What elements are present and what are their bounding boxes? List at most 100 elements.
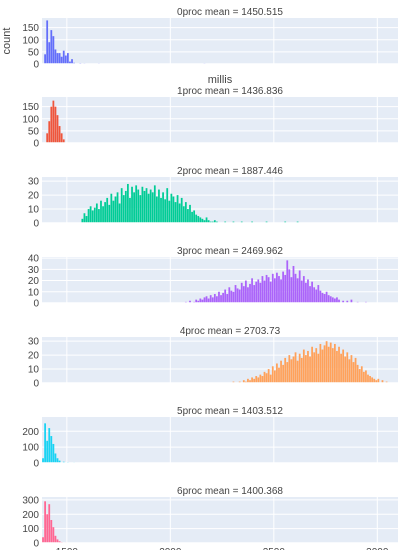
histogram-bar [56, 115, 59, 143]
histogram-bar [373, 378, 376, 383]
histogram-bar [292, 265, 295, 303]
y-tick-label: 150 [22, 102, 39, 113]
histogram-bar [71, 59, 73, 64]
subplot-title: 0proc mean = 1450.515 [177, 7, 283, 18]
histogram-bar [267, 369, 270, 383]
y-tick-label: 30 [28, 177, 40, 188]
histogram-bar [209, 295, 212, 303]
histogram-bar [251, 278, 253, 303]
histogram-bar [307, 279, 309, 303]
histogram-bar [232, 291, 235, 303]
histogram-bar [271, 273, 274, 303]
histogram-bar [180, 197, 183, 223]
histogram-bar [249, 283, 251, 303]
histogram-bar [284, 357, 287, 383]
histogram-bar [307, 350, 309, 383]
histogram-bar [263, 280, 266, 303]
histogram-bar [170, 193, 173, 223]
histogram-bar [336, 297, 338, 303]
y-tick-label: 150 [22, 23, 39, 34]
histogram-bar [367, 374, 369, 383]
histogram-bar [226, 294, 229, 303]
histogram-bar [342, 300, 345, 303]
y-tick-label: 20 [28, 351, 40, 362]
histogram-bar [321, 292, 324, 303]
histogram-bar [313, 352, 316, 383]
histogram-bar [110, 193, 113, 223]
histogram-bar [286, 260, 289, 303]
histogram-bar [42, 458, 44, 463]
histogram-bar [191, 211, 193, 223]
histogram-bar [327, 295, 330, 303]
y-tick-label: 30 [28, 337, 40, 348]
histogram-bar [265, 373, 268, 383]
histogram-bar [228, 287, 231, 303]
histogram-bar [362, 371, 365, 383]
histogram-bar [302, 349, 305, 383]
histogram-bar [244, 280, 247, 303]
histogram-bar [369, 376, 371, 383]
histogram-bar [348, 359, 351, 383]
histogram-bar [278, 276, 280, 303]
subplot-title: 6proc mean = 1400.368 [177, 486, 283, 497]
histogram-bar [342, 349, 345, 383]
y-tick-label: 10 [28, 365, 40, 376]
histogram-bar [344, 356, 347, 383]
plot-background [42, 18, 398, 64]
histogram-bar [64, 55, 67, 64]
histogram-bar [317, 285, 320, 303]
histogram-bar [247, 378, 249, 383]
histogram-bar [280, 279, 282, 303]
x-tick-label: 2500 [263, 547, 286, 550]
subplot-title: 3proc mean = 2469.962 [177, 246, 283, 257]
histogram-bar [46, 20, 49, 65]
histogram-bar [305, 355, 307, 383]
histogram-bar [48, 42, 51, 64]
subplot-title: 1proc mean = 1436.836 [177, 86, 283, 97]
histogram-bar [288, 269, 291, 303]
histogram-bar [120, 188, 123, 223]
histogram-bar [377, 378, 380, 383]
histogram-bar [195, 299, 198, 303]
histogram-bar [358, 369, 361, 383]
histogram-bar [333, 298, 336, 303]
y-tick-label: 10 [28, 205, 40, 216]
histogram-bar [331, 348, 334, 383]
histogram-bar [42, 537, 44, 543]
histogram-bar [201, 218, 204, 223]
histogram-bar [48, 504, 51, 543]
histogram-bar [176, 195, 179, 223]
y-tick-label: 0 [33, 219, 39, 230]
histogram-bar [129, 197, 131, 223]
histogram-bar [58, 460, 61, 463]
histogram-bar [350, 299, 353, 303]
histogram-bar [319, 343, 322, 383]
histogram-bar [371, 377, 374, 383]
histogram-bar [158, 189, 160, 223]
histogram-bar [199, 217, 202, 223]
histogram-bar [172, 196, 175, 223]
histogram-bar [213, 294, 216, 303]
histogram-bar [62, 50, 65, 64]
histogram-bar [83, 213, 86, 223]
histogram-bar [184, 202, 187, 223]
histogram-bar [290, 359, 293, 383]
histogram-bar [116, 192, 119, 223]
y-tick-label: 100 [22, 35, 39, 46]
histogram-bar [261, 276, 264, 303]
histogram-bar [325, 341, 328, 383]
histogram-bar [135, 185, 138, 223]
histogram-bar [46, 133, 49, 143]
histogram-bar [133, 192, 135, 223]
histogram-bar [302, 276, 305, 303]
histogram-bar [89, 206, 92, 223]
y-tick-label: 50 [28, 126, 40, 137]
histogram-bar [189, 300, 191, 303]
histogram-bar [197, 300, 200, 303]
histogram-bar [282, 364, 285, 383]
histogram-bar [168, 200, 171, 223]
histogram-bar [54, 535, 57, 543]
histogram-bar [114, 196, 117, 223]
